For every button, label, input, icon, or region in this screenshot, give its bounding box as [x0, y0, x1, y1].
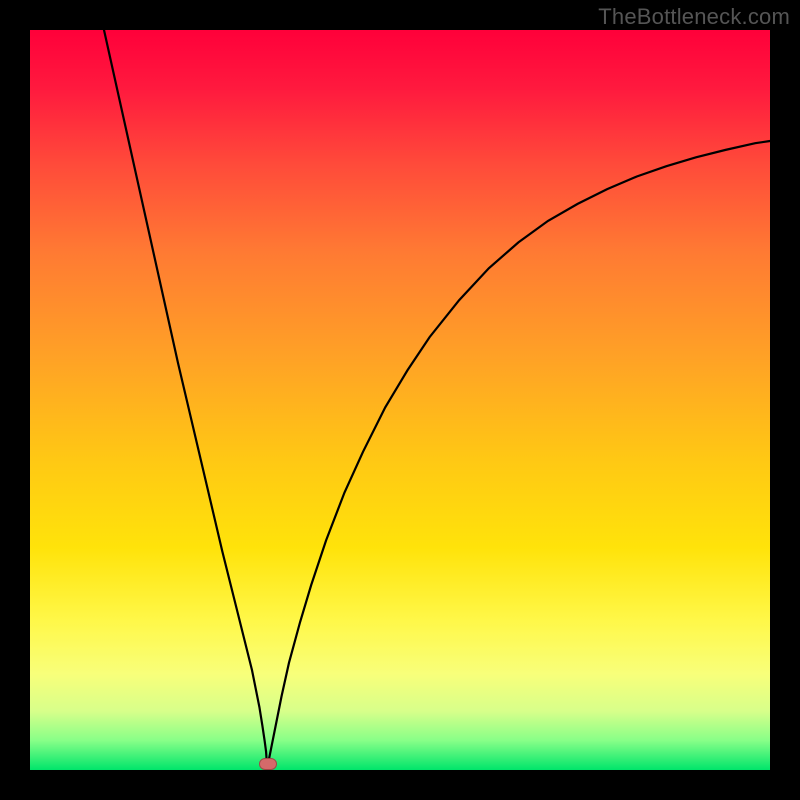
- minimum-marker: [259, 758, 277, 770]
- plot-area: [30, 30, 770, 770]
- watermark-text: TheBottleneck.com: [598, 4, 790, 30]
- curve-left-branch: [104, 30, 267, 763]
- chart-frame: TheBottleneck.com: [0, 0, 800, 800]
- curve-svg: [30, 30, 770, 770]
- curve-right-branch: [268, 141, 770, 763]
